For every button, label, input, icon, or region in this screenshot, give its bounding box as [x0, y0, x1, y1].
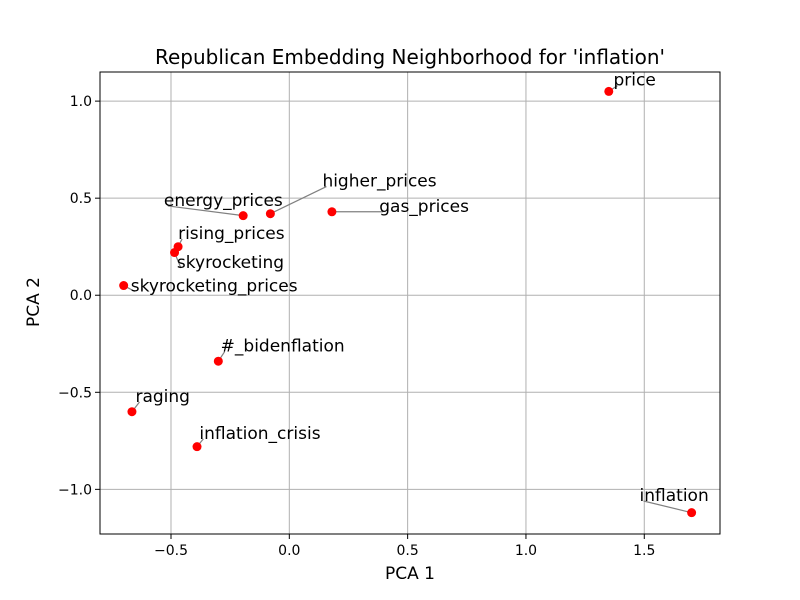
point-label: raging — [135, 387, 190, 407]
plot-frame — [99, 71, 721, 535]
data-point — [127, 407, 137, 417]
leader-line — [270, 185, 327, 215]
point-label: skyrocketing — [177, 253, 284, 273]
point-label: skyrocketing_prices — [131, 276, 298, 296]
y-axis-ticks: −1.0 −0.5 0.0 0.5 1.0 — [58, 94, 100, 498]
data-point — [265, 209, 275, 219]
data-points — [119, 86, 697, 518]
data-point — [604, 86, 614, 96]
point-label: #_bidenflation — [221, 337, 345, 357]
leader-line — [643, 500, 692, 514]
x-tick-label: 0.0 — [278, 543, 300, 559]
point-label: rising_prices — [178, 224, 285, 244]
data-point — [238, 211, 248, 221]
y-axis-label: PCA 2 — [24, 277, 44, 327]
data-point — [213, 356, 223, 366]
x-axis-ticks: −0.5 0.0 0.5 1.0 1.5 — [154, 534, 655, 559]
y-tick-label: −1.0 — [58, 482, 92, 498]
point-label: inflation — [640, 486, 709, 506]
data-point — [687, 508, 697, 518]
x-tick-label: 1.0 — [515, 543, 537, 559]
x-tick-label: −0.5 — [154, 543, 188, 559]
point-labels: price higher_prices energy_prices gas_price… — [131, 71, 709, 506]
data-point — [192, 442, 202, 452]
grid — [100, 72, 720, 534]
point-label: inflation_crisis — [199, 424, 320, 444]
x-axis-label: PCA 1 — [385, 564, 435, 584]
point-label: higher_prices — [322, 172, 436, 192]
chart-title: Republican Embedding Neighborhood for 'i… — [155, 45, 665, 69]
data-point — [327, 207, 337, 217]
data-point — [119, 281, 129, 291]
point-label: gas_prices — [379, 197, 469, 217]
x-tick-label: 0.5 — [397, 543, 419, 559]
y-tick-label: 0.0 — [70, 288, 92, 304]
point-label: energy_prices — [164, 191, 283, 211]
data-point — [170, 248, 180, 258]
y-tick-label: 1.0 — [70, 94, 92, 110]
point-label: price — [614, 71, 656, 91]
y-tick-label: −0.5 — [58, 385, 92, 401]
x-tick-label: 1.5 — [633, 543, 655, 559]
y-tick-label: 0.5 — [70, 191, 92, 207]
leader-line — [167, 205, 244, 217]
